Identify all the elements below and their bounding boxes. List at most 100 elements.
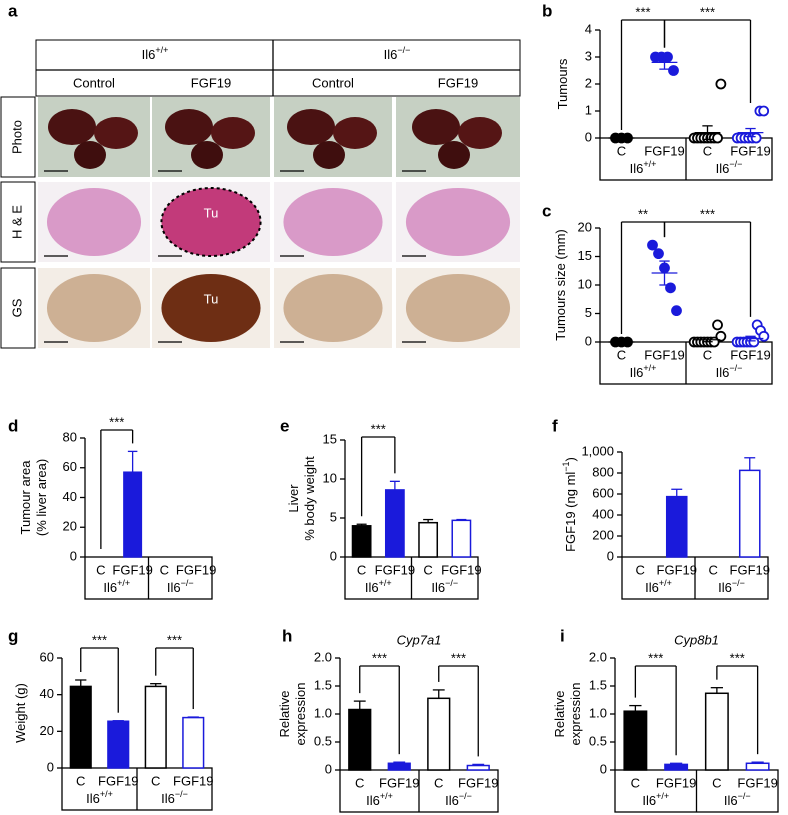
significance-label: ** bbox=[638, 206, 648, 221]
y-tick-label: 0 bbox=[607, 548, 614, 563]
group-name: Il6 bbox=[642, 793, 656, 808]
x-tick-label: FGF19 bbox=[112, 562, 152, 577]
y-label-tail: ) bbox=[563, 457, 578, 461]
bar bbox=[384, 489, 405, 558]
group-name: Il6 bbox=[630, 365, 644, 380]
x-tick-label: C bbox=[617, 143, 626, 158]
data-point bbox=[712, 319, 723, 331]
x-tick-label: C bbox=[423, 562, 432, 577]
y-tick-label: 15 bbox=[578, 248, 592, 263]
y-label-line: Weight (g) bbox=[13, 683, 28, 743]
x-tick-label: C bbox=[709, 562, 718, 577]
y-tick-label: 0 bbox=[70, 548, 77, 563]
y-tick-label: 10 bbox=[578, 276, 592, 291]
panel-letter: d bbox=[8, 416, 18, 435]
x-tick-label: C bbox=[636, 562, 645, 577]
tissue bbox=[283, 274, 383, 342]
row-label-box bbox=[0, 181, 36, 263]
header-box bbox=[35, 39, 521, 97]
liver-lobe bbox=[458, 117, 502, 149]
significance-label: *** bbox=[167, 632, 182, 647]
x-tick-label: C bbox=[151, 773, 160, 788]
group-label: Il6+/+ bbox=[630, 159, 657, 176]
group-genotype: +/+ bbox=[117, 578, 130, 588]
group-genotype: +/+ bbox=[643, 159, 656, 169]
group-label: Il6+/+ bbox=[86, 789, 113, 806]
liver-lobe bbox=[94, 117, 138, 149]
group-label: Il6+/+ bbox=[365, 578, 392, 595]
x-tick-label: FGF19 bbox=[644, 347, 684, 362]
y-tick-label: 40 bbox=[40, 686, 54, 701]
y-label-line: Tumours size (mm) bbox=[553, 229, 568, 340]
x-tick-label: C bbox=[355, 775, 364, 790]
bar bbox=[466, 764, 490, 771]
significance-label: *** bbox=[700, 206, 715, 221]
group-label: Il6−/− bbox=[161, 789, 188, 806]
x-tick-label: C bbox=[357, 562, 366, 577]
bar bbox=[351, 525, 372, 558]
x-tick-label: C bbox=[160, 562, 169, 577]
y-axis-label: Tumour area(% liver area) bbox=[18, 459, 49, 536]
y-tick-label: 1.5 bbox=[314, 677, 332, 692]
group-name: Il6 bbox=[384, 47, 398, 62]
significance-label: *** bbox=[109, 414, 124, 429]
bar bbox=[123, 471, 143, 558]
group-genotype: −/− bbox=[181, 578, 194, 588]
x-tick-label: C bbox=[617, 347, 626, 362]
panel-letter: g bbox=[8, 626, 18, 645]
data-point bbox=[662, 51, 673, 63]
group-genotype: −/− bbox=[175, 789, 188, 799]
x-tick-label: FGF19 bbox=[730, 347, 770, 362]
liver-lobe bbox=[211, 117, 255, 149]
group-genotype: −/− bbox=[738, 791, 751, 801]
bar bbox=[738, 469, 761, 558]
panel-letter: b bbox=[542, 1, 552, 20]
group-name: Il6 bbox=[645, 580, 659, 595]
group-label: Il6−/− bbox=[724, 791, 751, 808]
y-axis-label: Relativeexpression bbox=[277, 683, 308, 746]
x-tick-label: FGF19 bbox=[176, 562, 216, 577]
row-label: H & E bbox=[9, 205, 24, 239]
x-tick-label: FGF19 bbox=[375, 562, 415, 577]
panel-letter: c bbox=[542, 201, 551, 220]
data-point bbox=[750, 132, 762, 144]
data-point bbox=[758, 330, 770, 342]
data-point bbox=[647, 239, 658, 251]
y-tick-label: 0 bbox=[325, 761, 332, 776]
tissue bbox=[283, 188, 383, 256]
liver-lobe bbox=[191, 141, 223, 169]
group-genotype: −/− bbox=[729, 363, 742, 373]
significance-label: *** bbox=[372, 650, 387, 665]
data-point bbox=[748, 336, 760, 348]
group-genotype: +/+ bbox=[643, 363, 656, 373]
y-tick-label: 5 bbox=[330, 509, 337, 524]
data-point bbox=[715, 330, 727, 342]
y-label-line: (% liver area) bbox=[34, 459, 49, 536]
y-axis-label: Relativeexpression bbox=[552, 683, 583, 746]
y-tick-label: 80 bbox=[63, 429, 77, 444]
data-point bbox=[715, 78, 727, 90]
liver-lobe bbox=[313, 141, 345, 169]
y-axis-label: FGF19 (ng ml−1) bbox=[561, 457, 578, 552]
group-label: Il6+/+ bbox=[645, 578, 672, 595]
x-tick-label: FGF19 bbox=[458, 775, 498, 790]
group-label: Il6+/+ bbox=[142, 45, 169, 62]
group-genotype: −/− bbox=[729, 159, 742, 169]
x-tick-label: C bbox=[712, 775, 721, 790]
x-tick-label: FGF19 bbox=[441, 562, 481, 577]
row-label: Photo bbox=[9, 120, 24, 154]
row-label-box bbox=[0, 267, 36, 349]
x-tick-label: FGF19 bbox=[657, 562, 697, 577]
group-genotype: −/− bbox=[445, 578, 458, 588]
y-axis-label: Tumours size (mm) bbox=[553, 229, 568, 340]
bar bbox=[348, 708, 372, 771]
y-tick-label: 3 bbox=[585, 48, 592, 63]
tumour-label: Tu bbox=[204, 291, 219, 306]
column-label: FGF19 bbox=[438, 75, 478, 90]
group-genotype: −/− bbox=[732, 578, 745, 588]
bar bbox=[665, 495, 688, 558]
liver-lobe bbox=[48, 109, 96, 145]
y-tick-label: 200 bbox=[592, 527, 614, 542]
bar bbox=[745, 762, 770, 771]
y-axis-label: Liver% body weight bbox=[286, 456, 317, 541]
